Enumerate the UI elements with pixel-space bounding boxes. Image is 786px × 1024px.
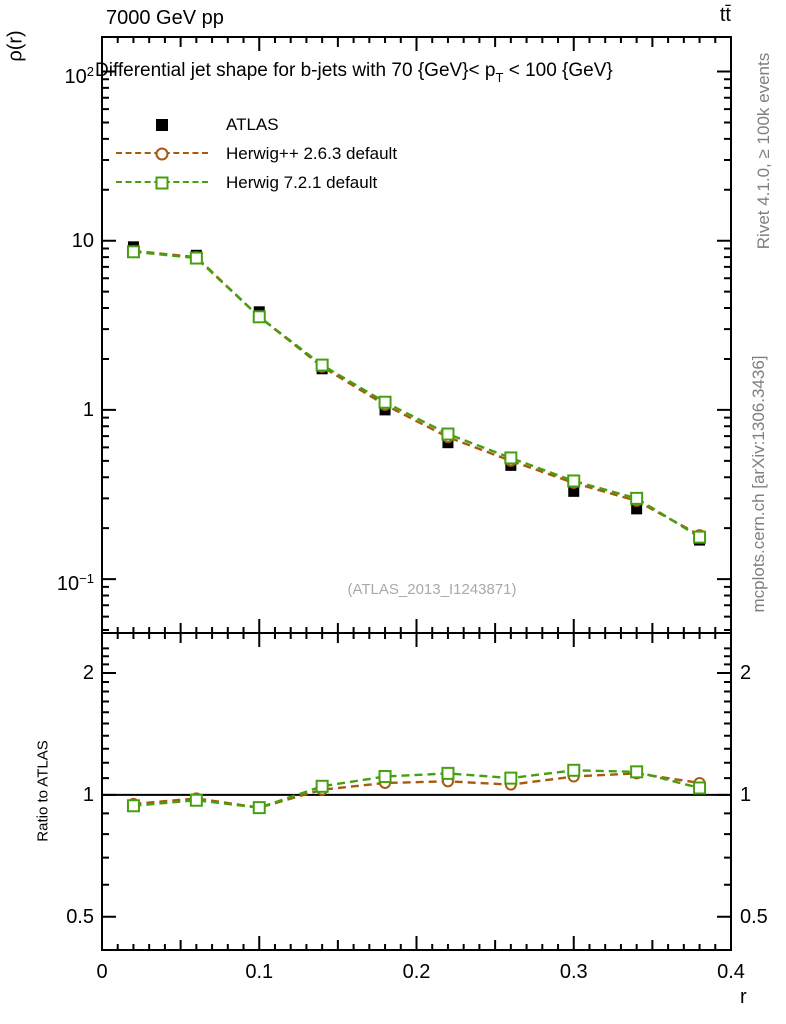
open-circle-icon	[155, 147, 169, 160]
legend-entry: Herwig 7.2.1 default	[116, 168, 397, 197]
mcplots-arxiv-label: mcplots.cern.ch [arXiv:1306.3436]	[749, 355, 768, 613]
main-y-tick-label: 10−1	[56, 571, 94, 596]
legend-entry: Herwig++ 2.6.3 default	[116, 139, 397, 168]
plot-title: Differential jet shape for b-jets with 7…	[95, 60, 731, 87]
ratio-y-tick-label-right: 2	[740, 661, 752, 684]
x-tick-label: 0.2	[402, 961, 431, 983]
x-tick-label: 0.1	[245, 961, 274, 983]
rivet-version-label: Rivet 4.1.0, ≥ 100k events	[754, 52, 773, 250]
legend-entry: ATLAS	[116, 110, 397, 139]
legend-label: Herwig++ 2.6.3 default	[226, 143, 398, 163]
main-y-tick-label: 102	[64, 63, 94, 88]
filled-square-icon	[156, 118, 168, 131]
ratio-y-tick-label-right: 0.5	[740, 905, 768, 928]
legend-key	[116, 117, 208, 132]
x-axis-title: r	[740, 986, 747, 1008]
process-label: tt̄	[719, 4, 731, 26]
x-tick-label: 0.3	[559, 961, 588, 983]
legend-label: Herwig 7.2.1 default	[226, 172, 378, 192]
ratio-y-tick-label-left: 1	[82, 783, 94, 806]
legend-key	[116, 175, 208, 190]
x-tick-label: 0	[96, 961, 108, 983]
legend-label: ATLAS	[226, 114, 279, 134]
legend: ATLAS Herwig++ 2.6.3 default Herwig 7.2.1 …	[116, 110, 397, 197]
main-y-tick-label: 1	[82, 398, 94, 421]
main-y-tick-label: 10	[71, 229, 94, 252]
plot-title-post: < 100 {GeV}	[503, 60, 613, 81]
ratio-y-tick-label-left: 0.5	[66, 905, 94, 928]
analysis-watermark: (ATLAS_2013_I1243871)	[347, 581, 517, 598]
beam-energy-label: 7000 GeV pp	[106, 7, 224, 29]
legend-key	[116, 146, 208, 161]
ratio-y-tick-label-left: 2	[82, 661, 94, 684]
plot-title-subscript: T	[495, 70, 504, 85]
x-tick-label: 0.4	[717, 961, 745, 983]
ratio-y-tick-label-right: 1	[740, 783, 752, 806]
main-y-axis-title: ρ(r)	[4, 30, 27, 62]
plot-title-pre: Differential jet shape for b-jets with 7…	[95, 60, 496, 81]
open-square-icon	[155, 176, 169, 189]
